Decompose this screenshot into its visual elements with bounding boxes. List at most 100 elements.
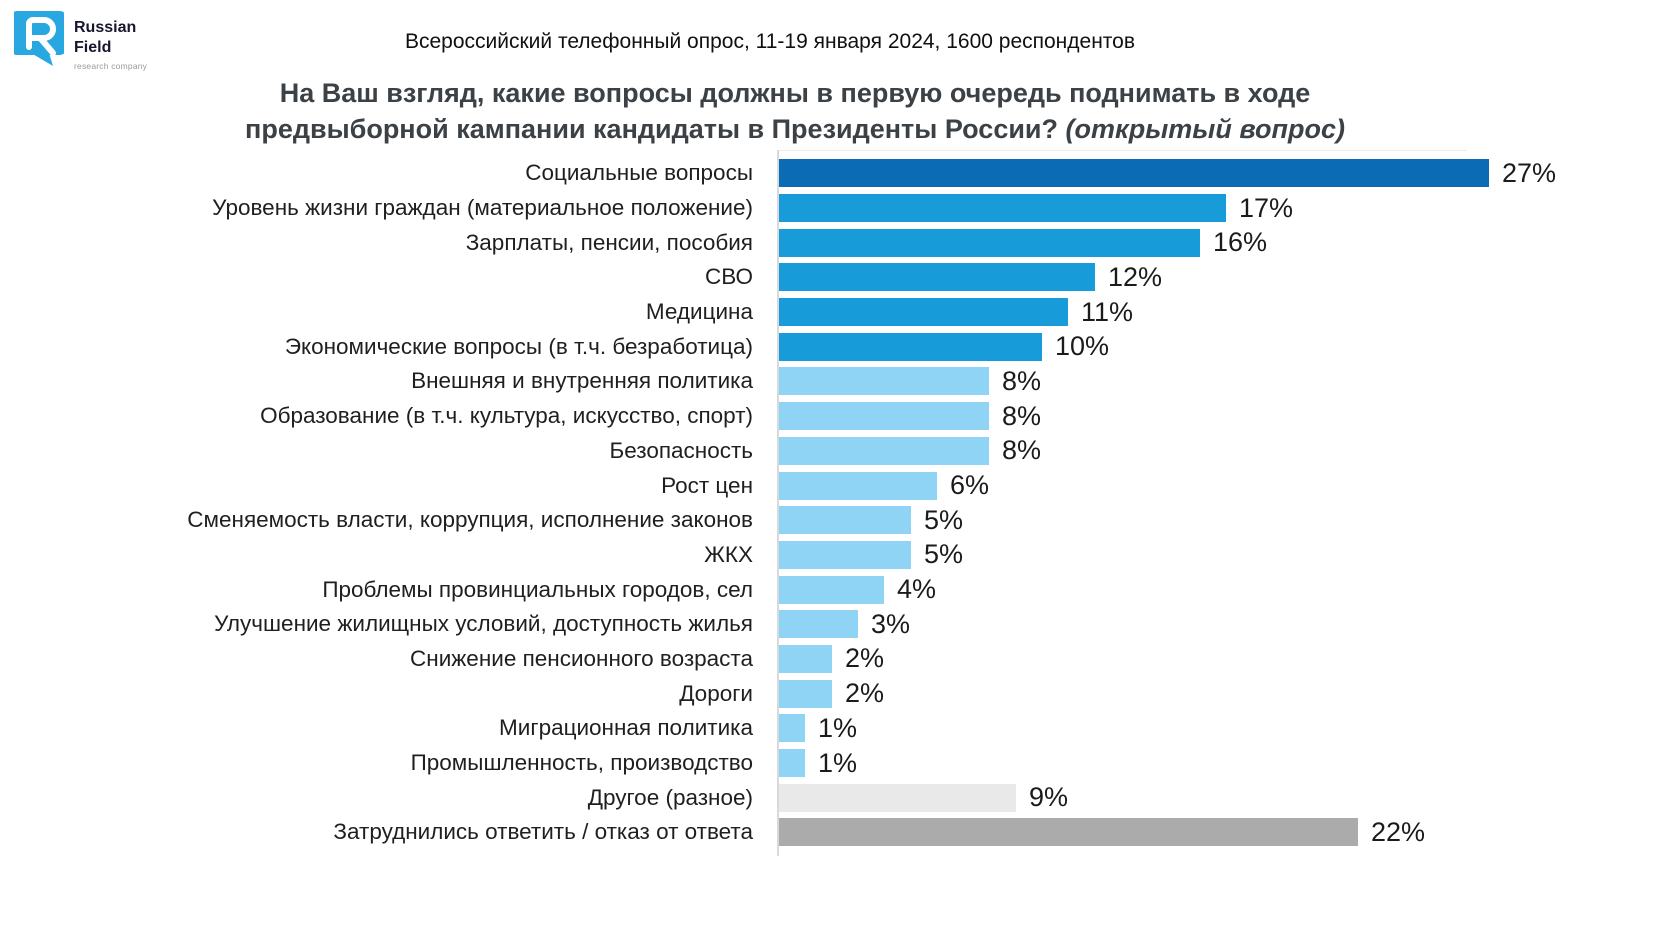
y-axis-line (777, 150, 779, 856)
bar-category-label: Снижение пенсионного возраста (410, 645, 753, 671)
bar-row: Уровень жизни граждан (материальное поло… (0, 191, 1680, 226)
bar-value-label: 8% (1002, 400, 1042, 431)
bar-zone: 11% (779, 295, 1680, 330)
bar-value-label: 1% (818, 712, 858, 743)
bar (779, 749, 805, 778)
bar-zone: 1% (779, 746, 1680, 781)
bar-value-label: 1% (818, 747, 858, 778)
chart-title-italic: (открытый вопрос) (1065, 113, 1345, 144)
bar-value-label: 10% (1055, 331, 1110, 362)
bar-zone: 1% (779, 711, 1680, 746)
bar (779, 402, 989, 431)
chart-title-main: На Ваш взгляд, какие вопросы должны в пе… (245, 78, 1311, 144)
bar-zone: 12% (779, 260, 1680, 295)
bar (779, 575, 884, 604)
bar-category-label: Затруднились ответить / отказ от ответа (333, 819, 753, 845)
bar-value-label: 4% (897, 574, 937, 605)
bar-category-label: СВО (704, 264, 753, 290)
bar (779, 506, 911, 535)
bar-row: Внешняя и внутренняя политика 8% (0, 364, 1680, 399)
bar-zone: 4% (779, 572, 1680, 607)
bar-zone: 5% (779, 538, 1680, 573)
bar-value-label: 6% (950, 470, 990, 501)
bar (779, 263, 1095, 292)
bar-row: Экономические вопросы (в т.ч. безработиц… (0, 329, 1680, 364)
survey-info: Всероссийский телефонный опрос, 11-19 ян… (404, 30, 1136, 53)
bar-row: СВО 12% (0, 260, 1680, 295)
bar-category-label: Улучшение жилищных условий, доступность … (214, 611, 753, 637)
bar (779, 644, 832, 673)
bar-zone: 10% (779, 329, 1680, 364)
bar-row: Рост цен 6% (0, 468, 1680, 503)
bar-row: Другое (разное) 9% (0, 780, 1680, 815)
bar-zone: 2% (779, 676, 1680, 711)
bar-row: ЖКХ 5% (0, 538, 1680, 573)
chart-title: На Ваш взгляд, какие вопросы должны в пе… (210, 76, 1470, 148)
bar (779, 332, 1042, 361)
bar (779, 436, 989, 465)
bar (779, 228, 1200, 257)
bar-zone: 8% (779, 434, 1680, 469)
bar-value-label: 17% (1239, 192, 1294, 223)
bar-value-label: 8% (1002, 435, 1042, 466)
bar-value-label: 27% (1502, 157, 1557, 188)
bar-row: Медицина 11% (0, 295, 1680, 330)
bar (779, 714, 805, 743)
bar-row: Улучшение жилищных условий, доступность … (0, 607, 1680, 642)
bar (779, 818, 1358, 847)
bar-value-label: 8% (1002, 365, 1042, 396)
bar (779, 471, 937, 500)
bar-zone: 8% (779, 364, 1680, 399)
bar-category-label: Социальные вопросы (525, 160, 753, 186)
bar-value-label: 2% (845, 678, 885, 709)
bar-zone: 16% (779, 225, 1680, 260)
bar-category-label: Безопасность (609, 437, 753, 463)
bar-row: Миграционная политика 1% (0, 711, 1680, 746)
bar (779, 610, 858, 639)
bar-category-label: Проблемы провинциальных городов, сел (322, 576, 753, 602)
bar-category-label: Дороги (679, 680, 753, 706)
bar-rows: Социальные вопросы 27% Уровень жизни гражд… (0, 156, 1680, 850)
bar-category-label: Медицина (645, 299, 753, 325)
bar-category-label: Рост цен (661, 472, 753, 498)
bar-category-label: ЖКХ (704, 541, 753, 567)
bar-category-label: Внешняя и внутренняя политика (411, 368, 753, 394)
bar-value-label: 16% (1213, 227, 1268, 258)
bar-zone: 5% (779, 503, 1680, 538)
bar (779, 783, 1016, 812)
bar-value-label: 5% (924, 539, 964, 570)
bar (779, 367, 989, 396)
bar-row: Затруднились ответить / отказ от ответа 2… (0, 815, 1680, 850)
bar-row: Образование (в т.ч. культура, искусство,… (0, 399, 1680, 434)
bar-zone: 3% (779, 607, 1680, 642)
bar-zone: 6% (779, 468, 1680, 503)
bar-value-label: 9% (1029, 782, 1069, 813)
bar (779, 679, 832, 708)
bar-row: Проблемы провинциальных городов, сел 4% (0, 572, 1680, 607)
bar-category-label: Экономические вопросы (в т.ч. безработиц… (284, 333, 753, 359)
bar-category-label: Образование (в т.ч. культура, искусство,… (260, 403, 753, 429)
bar-row: Промышленность, производство 1% (0, 746, 1680, 781)
bar-zone: 8% (779, 399, 1680, 434)
bar-category-label: Промышленность, производство (410, 750, 753, 776)
bar (779, 540, 911, 569)
russian-field-logo-icon (11, 10, 66, 73)
bar-row: Сменяемость власти, коррупция, исполнени… (0, 503, 1680, 538)
bar-category-label: Миграционная политика (499, 715, 753, 741)
bar-category-label: Зарплаты, пенсии, пособия (465, 229, 753, 255)
logo-tagline: research company (74, 61, 148, 71)
bar (779, 298, 1068, 327)
bar-row: Снижение пенсионного возраста 2% (0, 642, 1680, 677)
bar-value-label: 11% (1081, 296, 1134, 327)
top-gridline (779, 150, 1467, 151)
logo-name-line1: Russian (74, 19, 137, 36)
bar-category-label: Другое (разное) (587, 784, 753, 810)
bar-zone: 27% (779, 156, 1680, 191)
bar-chart: Социальные вопросы 27% Уровень жизни гражд… (0, 150, 1680, 856)
bar-value-label: 22% (1371, 816, 1426, 847)
bar (779, 159, 1489, 188)
bar-value-label: 12% (1108, 261, 1163, 292)
logo-name-line2: Field (74, 39, 112, 56)
bar-row: Социальные вопросы 27% (0, 156, 1680, 191)
bar-row: Зарплаты, пенсии, пособия 16% (0, 225, 1680, 260)
